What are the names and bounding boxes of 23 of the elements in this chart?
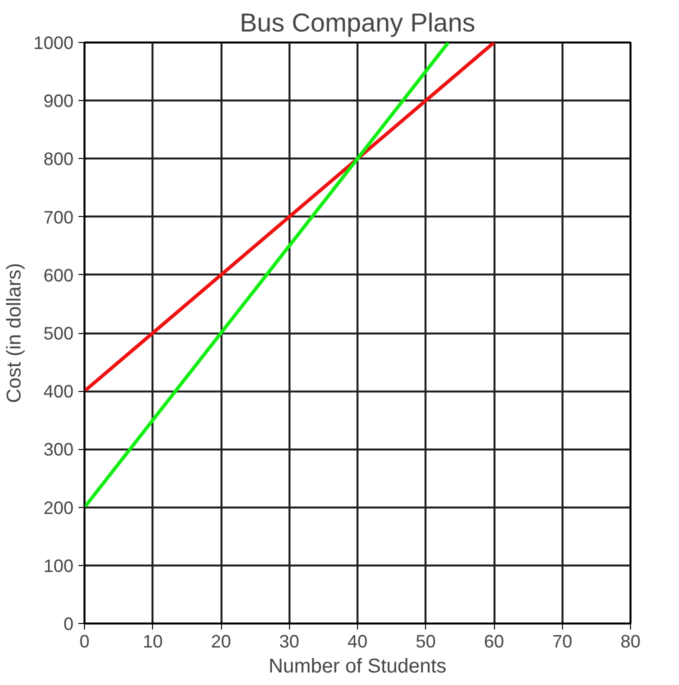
y-tick-label: 900: [43, 91, 74, 112]
x-tick-label: 0: [79, 632, 90, 652]
x-tick-label: 40: [347, 632, 368, 652]
x-tick-label: 50: [416, 632, 436, 652]
x-tick-label: 20: [210, 632, 232, 652]
x-tick-label: 30: [279, 632, 300, 652]
x-tick-label: 80: [620, 632, 641, 652]
y-tick-label: 100: [43, 556, 74, 576]
x-tick-label: 10: [142, 632, 163, 652]
y-axis-title: Cost (in dollars): [3, 262, 26, 404]
y-tick-label: 400: [43, 382, 74, 402]
y-tick-label: 200: [43, 498, 74, 518]
y-tick-label: 600: [43, 265, 74, 286]
y-tick-label: 0: [63, 614, 74, 634]
y-tick-label: 500: [43, 324, 74, 344]
x-tick-label: 60: [484, 632, 504, 652]
chart-title: Bus Company Plans: [240, 8, 476, 38]
y-tick-label: 300: [43, 440, 74, 460]
x-tick-label: 70: [552, 632, 572, 652]
y-tick-label: 700: [43, 207, 74, 228]
x-axis-title: Number of Students: [268, 656, 446, 678]
y-tick-label: 800: [43, 149, 74, 170]
y-tick-label: 1000: [33, 33, 74, 53]
